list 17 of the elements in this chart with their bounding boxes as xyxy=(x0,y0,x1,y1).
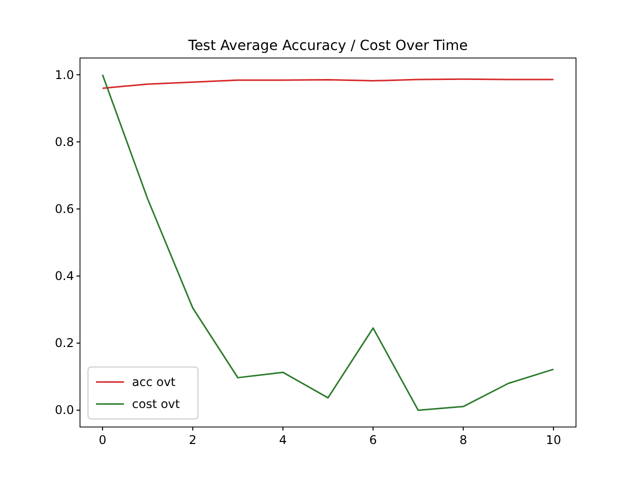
x-tick-label: 2 xyxy=(188,433,197,447)
y-tick-label: 0.2 xyxy=(54,336,74,350)
y-tick-label: 0.8 xyxy=(54,134,74,149)
line-series xyxy=(102,74,554,411)
legend-label: cost ovt xyxy=(132,397,180,411)
y-tick-label: 0.0 xyxy=(54,403,74,418)
legend-label: acc ovt xyxy=(132,375,176,389)
y-tick-label: 0.6 xyxy=(54,202,74,216)
x-tick-label: 8 xyxy=(459,433,468,447)
line-series xyxy=(102,78,554,89)
x-tick-label: 0 xyxy=(98,433,106,447)
x-tick-label: 6 xyxy=(369,433,377,447)
chart-title: Test Average Accuracy / Cost Over Time xyxy=(187,38,468,54)
y-tick-label: 1.0 xyxy=(54,68,74,82)
x-tick-label: 4 xyxy=(279,433,287,447)
y-tick-label: 0.4 xyxy=(54,269,74,284)
x-tick-label: 10 xyxy=(546,433,562,447)
